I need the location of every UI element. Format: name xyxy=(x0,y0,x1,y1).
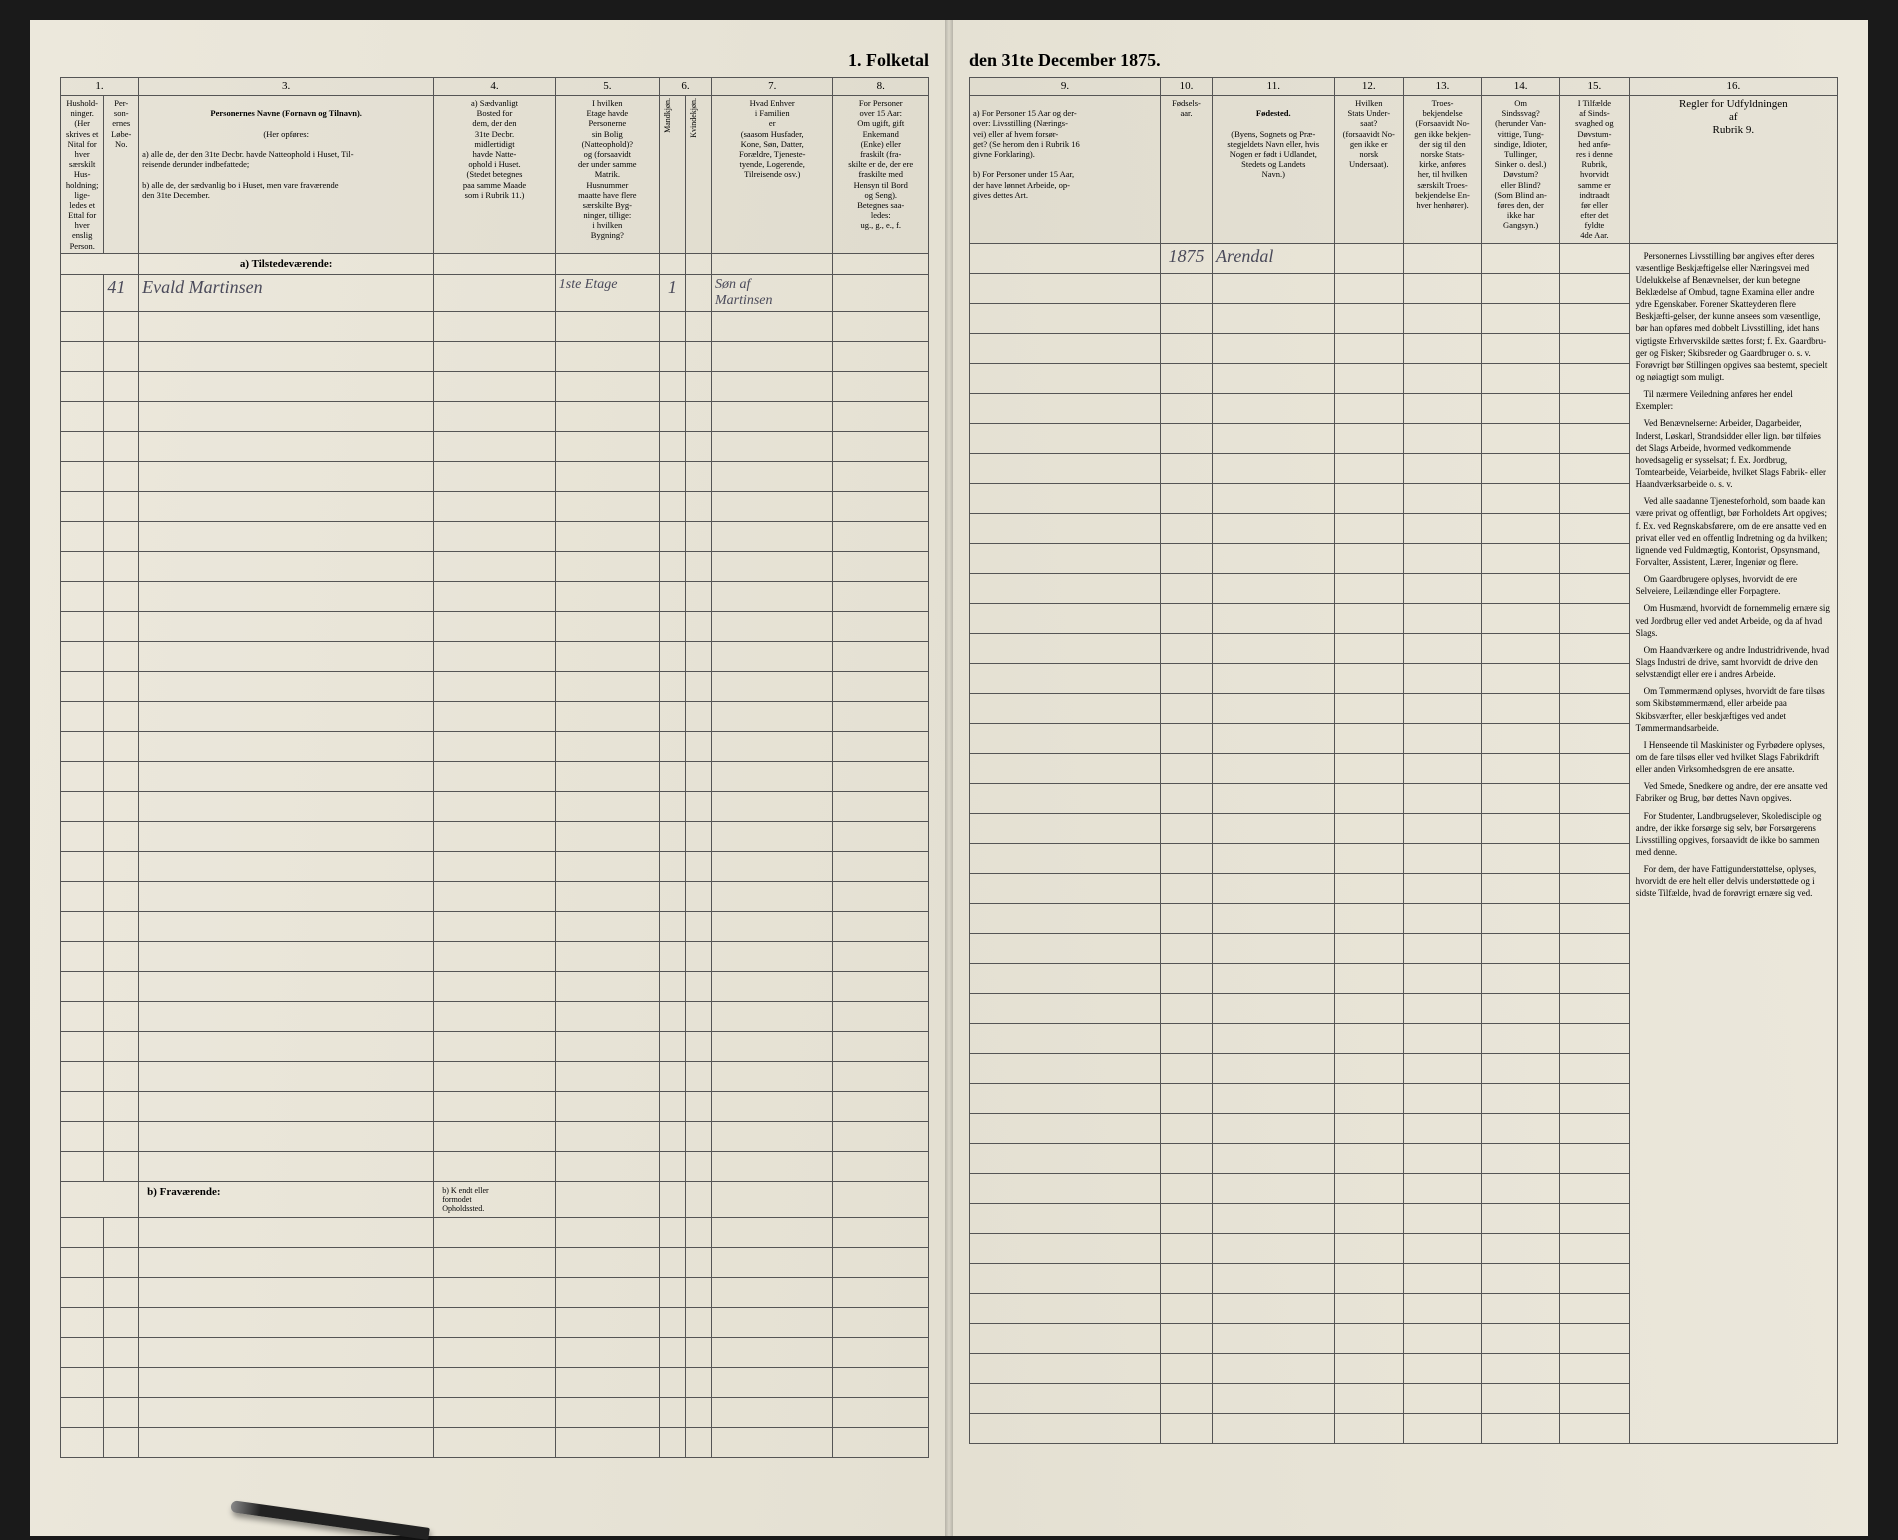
hdr-6b: Kvindekjøn. xyxy=(685,96,711,254)
hdr-2: Per- son- ernes Løbe- No. xyxy=(104,96,139,254)
right-page: den 31te December 1875. 9. 10. 11. 12. 1… xyxy=(949,20,1868,1536)
entry-year: 1875 xyxy=(1160,243,1212,273)
entry-no: 41 xyxy=(104,274,139,311)
hdr-5: I hvilken Etage havde Personerne sin Bol… xyxy=(555,96,659,254)
book-spine xyxy=(945,20,953,1536)
hdr-1: Hushold- ninger. (Her skrives et Nital f… xyxy=(61,96,104,254)
hdr-4: a) Sædvanligt Bosted for dem, der den 31… xyxy=(434,96,556,254)
col-12: 12. xyxy=(1334,78,1403,96)
col-16: 16. xyxy=(1629,78,1837,96)
hdr-7: Hvad Enhver i Familien er (saasom Husfad… xyxy=(711,96,833,254)
hdr-10: Fødsels- aar. xyxy=(1160,96,1212,244)
col-1: 1. xyxy=(61,78,139,96)
page-title-left: 1. Folketal xyxy=(60,50,929,77)
entry-birthplace: Arendal xyxy=(1213,243,1335,273)
col-10: 10. xyxy=(1160,78,1212,96)
col-6: 6. xyxy=(659,78,711,96)
col-4: 4. xyxy=(434,78,556,96)
col-14: 14. xyxy=(1482,78,1560,96)
table-row: 41 Evald Martinsen 1ste Etage 1 Søn af M… xyxy=(61,274,929,311)
hdr-6a: Mandkjøn. xyxy=(659,96,685,254)
hdr-16: Regler for Udfyldningen af Rubrik 9. xyxy=(1629,96,1837,244)
col-3: 3. xyxy=(139,78,434,96)
col-13: 13. xyxy=(1403,78,1481,96)
table-row: 1875 Arendal Personernes Livsstilling bø… xyxy=(970,243,1838,273)
hdr-15: I Tilfælde af Sinds- svaghed og Døvstum-… xyxy=(1560,96,1629,244)
entry-family: Søn af Martinsen xyxy=(711,274,833,311)
col-9: 9. xyxy=(970,78,1161,96)
rules-text: Personernes Livsstilling bør angives eft… xyxy=(1629,243,1837,1443)
hdr-3: Personernes Navne (Fornavn og Tilnavn). … xyxy=(139,96,434,254)
hdr-11: Fødested. (Byens, Sognets og Præ- stegje… xyxy=(1213,96,1335,244)
hdr-9: a) For Personer 15 Aar og der- over: Liv… xyxy=(970,96,1161,244)
section-b: b) Fraværende: xyxy=(139,1181,434,1217)
section-b-col4: b) K endt eller formodet Opholdssted. xyxy=(434,1181,556,1217)
section-a: a) Tilstedeværende: xyxy=(139,253,434,274)
hdr-13: Troes- bekjendelse (Forsaavidt No- gen i… xyxy=(1403,96,1481,244)
left-page: 1. Folketal 1. 3. 4. 5. 6. 7. 8. xyxy=(30,20,949,1536)
hdr-12: Hvilken Stats Under- saat? (forsaavidt N… xyxy=(1334,96,1403,244)
col-8: 8. xyxy=(833,78,929,96)
entry-sex: 1 xyxy=(659,274,685,311)
open-book: 1. Folketal 1. 3. 4. 5. 6. 7. 8. xyxy=(30,20,1868,1536)
col-11: 11. xyxy=(1213,78,1335,96)
hdr-14: Om Sindssvag? (herunder Van- vittige, Tu… xyxy=(1482,96,1560,244)
col-7: 7. xyxy=(711,78,833,96)
census-table-right: 9. 10. 11. 12. 13. 14. 15. 16. a) For Pe… xyxy=(969,77,1838,1444)
page-title-right: den 31te December 1875. xyxy=(969,50,1838,77)
census-table-left: 1. 3. 4. 5. 6. 7. 8. Hushold- ninger. (H… xyxy=(60,77,929,1458)
entry-etage: 1ste Etage xyxy=(555,274,659,311)
hdr-8: For Personer over 15 Aar: Om ugift, gift… xyxy=(833,96,929,254)
entry-name: Evald Martinsen xyxy=(139,274,434,311)
col-15: 15. xyxy=(1560,78,1629,96)
col-5: 5. xyxy=(555,78,659,96)
